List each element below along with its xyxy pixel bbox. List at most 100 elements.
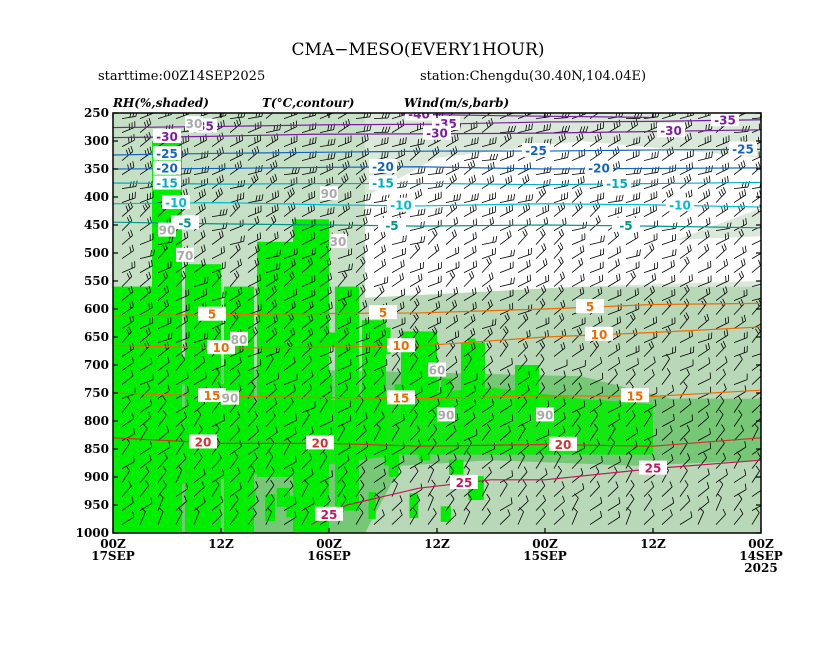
wind-barb-staff	[481, 305, 493, 315]
wind-barb-feather	[716, 493, 722, 499]
wind-barb-feather	[687, 246, 690, 253]
wind-barb-staff	[409, 512, 418, 525]
wind-barb-staff	[535, 513, 546, 525]
wind-barb-feather	[146, 340, 150, 347]
wind-barb-feather	[346, 327, 349, 334]
temperature-label-bg	[198, 306, 226, 321]
wind-barb	[643, 437, 652, 455]
wind-barb-feather	[162, 244, 166, 251]
wind-barb-staff	[481, 159, 496, 161]
wind-barb-feather	[131, 300, 134, 307]
wind-barb-feather	[492, 161, 495, 168]
wind-barb-feather	[186, 315, 189, 322]
wind-barb-staff	[553, 277, 565, 287]
wind-barb-staff	[679, 114, 694, 119]
wind-barb-staff	[283, 461, 297, 469]
wind-barb-staff	[517, 318, 529, 329]
wind-barb-staff	[229, 362, 242, 371]
wind-barb-staff	[661, 419, 675, 427]
wind-barb	[571, 369, 583, 385]
wind-barb-feather	[366, 133, 369, 140]
wind-barb	[715, 186, 727, 203]
wind-barb	[445, 381, 454, 399]
wind-barb-feather	[168, 441, 171, 448]
wind-barb-feather	[277, 190, 279, 197]
wind-barb-staff	[661, 331, 672, 343]
wind-barb	[301, 247, 316, 259]
wind-barb-staff	[265, 403, 278, 413]
wind-barb-feather	[561, 313, 565, 319]
wind-barb-feather	[325, 315, 329, 322]
wind-barb-feather	[166, 425, 170, 432]
wind-barb	[481, 256, 492, 273]
wind-barb-feather	[492, 236, 495, 243]
wind-barb-feather	[435, 167, 438, 174]
wind-barb-staff	[517, 401, 528, 413]
wind-barb-feather	[613, 164, 616, 171]
wind-barb-feather	[365, 216, 368, 223]
wind-barb-feather	[487, 508, 491, 514]
wind-barb-feather	[559, 242, 564, 249]
wind-barb-staff	[229, 488, 242, 497]
wind-barb	[121, 180, 138, 189]
wind-barb-feather	[243, 113, 246, 118]
wind-barb-staff	[355, 139, 369, 147]
wind-barb-feather	[310, 370, 314, 377]
wind-barb	[229, 299, 241, 315]
wind-barb-staff	[679, 317, 690, 329]
wind-barb	[121, 370, 134, 385]
wind-barb	[733, 373, 748, 385]
wind-barb-feather	[504, 326, 509, 332]
wind-barb	[139, 441, 153, 455]
wind-barb	[175, 288, 190, 301]
wind-barb-feather	[637, 358, 639, 365]
wind-barb-feather	[578, 134, 582, 141]
wind-barb-feather	[328, 258, 332, 264]
wind-barb-feather	[437, 398, 440, 405]
wind-barb-staff	[121, 362, 134, 371]
wind-barb	[661, 368, 671, 385]
wind-barb	[445, 286, 459, 301]
wind-barb-staff	[517, 359, 528, 371]
wind-barb-staff	[301, 375, 314, 385]
wind-barb	[625, 231, 639, 245]
wind-barb	[481, 136, 497, 147]
wind-barb-staff	[139, 417, 151, 427]
wind-barb-feather	[272, 175, 275, 182]
wind-barb	[643, 340, 654, 357]
temperature-label: -35	[714, 113, 736, 127]
wind-barb-staff	[625, 254, 640, 259]
wind-barb-staff	[445, 222, 458, 231]
wind-barb-staff	[265, 305, 277, 315]
wind-barb	[571, 273, 585, 287]
wind-barb	[175, 453, 187, 469]
wind-barb	[283, 258, 296, 273]
temperature-label: -25	[732, 142, 754, 156]
wind-barb-feather	[365, 244, 368, 251]
temperature-label-bg	[153, 146, 181, 161]
wind-barb-staff	[265, 333, 277, 343]
wind-barb-feather	[312, 497, 315, 504]
wind-barb-feather	[671, 440, 675, 447]
wind-barb-feather	[709, 428, 711, 435]
rh-patch	[388, 464, 399, 477]
wind-barb-feather	[240, 236, 242, 243]
rh-label-bg	[176, 247, 194, 262]
wind-barb-feather	[254, 217, 257, 224]
rh-label: 90	[438, 408, 455, 422]
x-tick-label: 12Z	[640, 537, 666, 551]
wind-barb-feather	[219, 134, 222, 141]
wind-barb-feather	[179, 437, 185, 444]
wind-barb	[301, 257, 313, 273]
wind-barb-feather	[291, 260, 294, 267]
wind-barb-staff	[265, 278, 279, 287]
wind-barb	[391, 413, 405, 427]
wind-barb	[553, 481, 565, 497]
wind-barb-feather	[202, 355, 206, 362]
wind-barb-staff	[589, 378, 603, 385]
wind-barb-staff	[229, 350, 244, 357]
wind-barb-staff	[427, 331, 438, 343]
wind-barb-feather	[648, 300, 652, 307]
wind-barb-feather	[688, 229, 692, 236]
rh-patch	[294, 464, 307, 475]
